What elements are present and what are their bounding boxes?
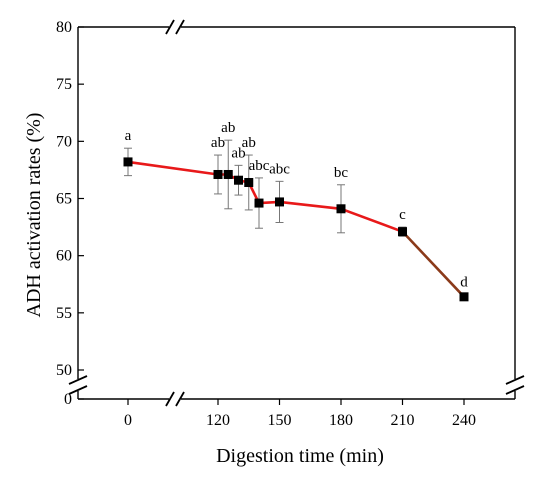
- break-slash: [165, 19, 175, 35]
- data-point: [336, 204, 346, 214]
- data-point: [123, 157, 133, 167]
- data-point: [244, 177, 254, 187]
- y-tick-label: 80: [56, 19, 72, 36]
- series-line: [126, 160, 466, 299]
- break-slash: [175, 19, 185, 35]
- significance-label: abc: [249, 158, 270, 174]
- data-point: [398, 227, 407, 237]
- x-tick-label: 150: [268, 412, 292, 429]
- data-markers: [123, 157, 469, 302]
- y-tick-label: 65: [56, 191, 72, 208]
- plot-frame: [68, 19, 525, 407]
- x-break-top: [165, 19, 185, 35]
- significance-label: a: [125, 128, 132, 144]
- data-point: [234, 175, 243, 185]
- y-tick-label: 75: [56, 76, 72, 93]
- y-break-left: [68, 375, 88, 395]
- series-segment: [278, 200, 343, 211]
- break-slash: [175, 391, 185, 407]
- significance-label: ab: [231, 145, 245, 161]
- data-point: [459, 292, 469, 302]
- error-bars: [124, 139, 468, 300]
- significance-label: abc: [269, 161, 290, 177]
- significance-label: ab: [242, 135, 256, 151]
- x-axis-label: Digestion time (min): [216, 445, 384, 467]
- data-point: [223, 169, 233, 179]
- break-slash: [68, 375, 88, 385]
- significance-label: c: [399, 207, 406, 223]
- break-slash: [505, 375, 525, 385]
- data-point: [254, 198, 264, 208]
- break-slash: [68, 385, 88, 395]
- significance-label: ab: [211, 135, 225, 151]
- break-slash: [505, 385, 525, 395]
- y-tick-label: 60: [56, 248, 72, 265]
- series-segment: [126, 160, 220, 176]
- y-break-right: [505, 375, 525, 395]
- y-tick-label: 50: [56, 362, 72, 379]
- data-point: [213, 169, 223, 179]
- significance-label: bc: [334, 165, 349, 181]
- break-slash: [165, 391, 175, 407]
- axis-ticks: 50 55 60 65 70 75 80 0 0 120 150 180 210 240: [56, 19, 476, 429]
- y-tick-label: 0: [64, 391, 72, 408]
- y-axis-label: ADH activation rates (%): [23, 113, 45, 318]
- x-break-bottom: [165, 391, 185, 407]
- significance-label: ab: [221, 120, 235, 136]
- significance-label: d: [460, 275, 468, 291]
- y-tick-label: 55: [56, 305, 72, 322]
- data-point: [275, 197, 284, 207]
- x-tick-label: 0: [124, 412, 132, 429]
- series-segment: [401, 230, 466, 299]
- x-tick-label: 180: [329, 412, 353, 429]
- x-tick-label: 210: [391, 412, 415, 429]
- y-tick-label: 70: [56, 133, 72, 150]
- x-tick-label: 240: [452, 412, 476, 429]
- series-segment: [339, 207, 404, 233]
- x-tick-label: 120: [206, 412, 230, 429]
